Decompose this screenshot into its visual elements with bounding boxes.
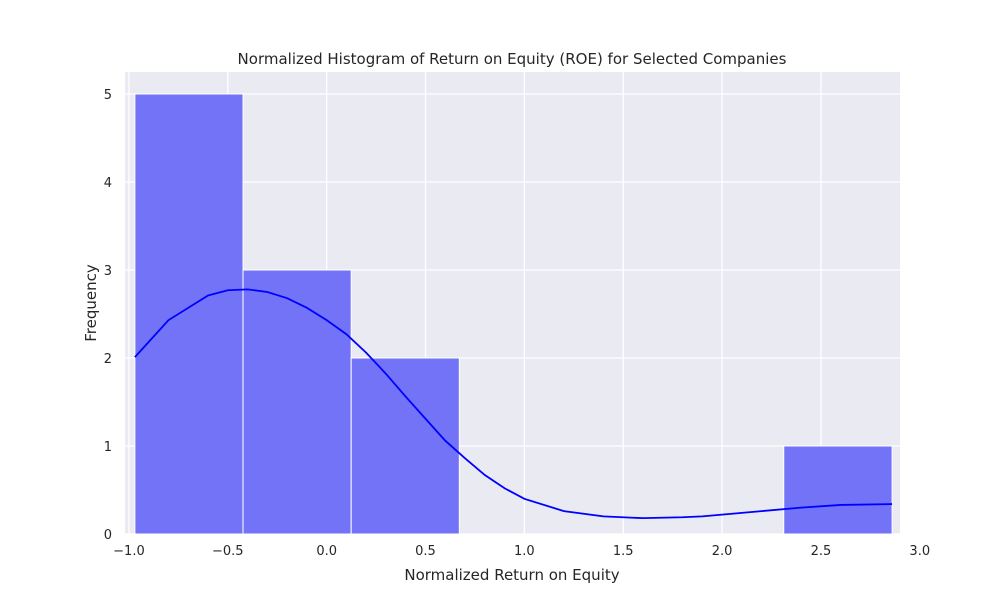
histogram-bar (242, 269, 352, 535)
x-tick-label: 0.0 (316, 544, 337, 559)
histogram-bar (134, 93, 244, 535)
x-tick-label: 0.5 (415, 544, 436, 559)
histogram-bars (134, 93, 893, 535)
y-tick-label: 1 (104, 440, 112, 455)
x-tick-label: 2.0 (712, 544, 733, 559)
y-axis-title: Frequency (82, 264, 100, 342)
grid-lines (125, 72, 921, 535)
y-tick-label: 2 (104, 352, 112, 367)
x-axis-title: Normalized Return on Equity (404, 566, 619, 584)
y-tick-label: 5 (104, 88, 112, 103)
y-tick-label: 0 (104, 528, 112, 543)
histogram-bar (350, 357, 460, 535)
y-tick-label: 3 (104, 264, 112, 279)
x-tick-label: 2.5 (811, 544, 832, 559)
y-tick-label: 4 (104, 176, 112, 191)
kde-curve (134, 288, 893, 520)
x-tick-labels: −1.0 −0.5 0.0 0.5 1.0 1.5 2.0 2.5 3.0 (113, 544, 930, 559)
chart-title: Normalized Histogram of Return on Equity… (238, 50, 787, 68)
x-tick-label: 3.0 (909, 544, 930, 559)
histogram-bar (783, 445, 893, 535)
x-tick-label: −1.0 (113, 544, 145, 559)
x-tick-label: −0.5 (212, 544, 244, 559)
x-tick-label: 1.0 (514, 544, 535, 559)
x-tick-label: 1.5 (613, 544, 634, 559)
y-tick-labels: 0 1 2 3 4 5 (104, 88, 112, 543)
